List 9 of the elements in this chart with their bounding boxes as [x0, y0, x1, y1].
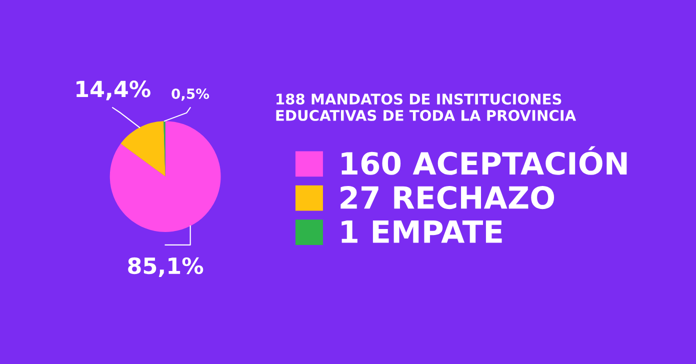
- pie-slice: [110, 121, 221, 232]
- text: 188 MANDATOS DE INSTITUCIONES EDUCATIVAS DE TODA LA PROVINCIA: [276, 94, 576, 121]
- legend-label: 160 ACEPTACIÓN: [342, 146, 627, 175]
- legend-label: 27 RECHAZO: [340, 186, 554, 210]
- pie-slice: [120, 121, 166, 177]
- data-label: 0,5%: [172, 88, 210, 101]
- legend-label: 1 EMPATE: [342, 220, 502, 243]
- data-label: 14,4%: [76, 80, 150, 100]
- data-label: 85,1%: [128, 257, 204, 277]
